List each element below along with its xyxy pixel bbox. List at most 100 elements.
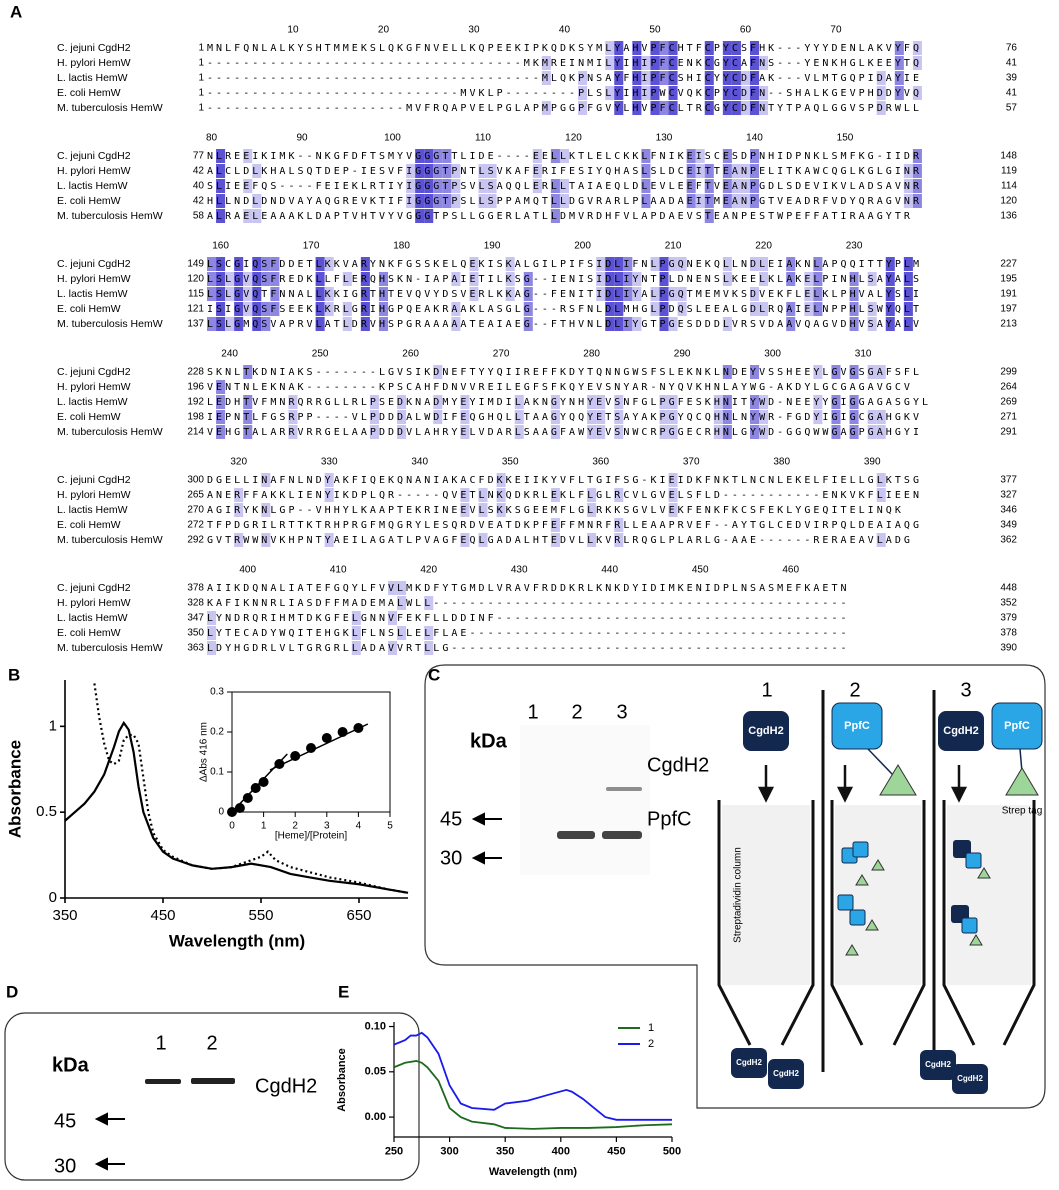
conservation-shade (786, 302, 796, 316)
x-axis-label: [Heme]/[Protein] (275, 831, 347, 842)
conservation-shade (424, 641, 434, 655)
protein-box (768, 1059, 804, 1089)
sequence-name: L. lactis HemW (57, 504, 128, 516)
conservation-shade (605, 302, 615, 316)
sequence: ----------------------------MVKLP-------… (207, 88, 922, 99)
conservation-shade (750, 395, 760, 409)
gel-band (602, 831, 642, 839)
conservation-shade (849, 425, 859, 439)
separators (821, 690, 936, 1072)
x-tick-label: 450 (150, 907, 175, 924)
conservation-shade (252, 164, 262, 178)
start-position: 120 (187, 274, 204, 285)
sequence: -------------------------------------MLQ… (207, 73, 922, 84)
conservation-shade (234, 317, 244, 331)
sequence: HLLNDLDNDVAYAQGREVKTIFIGGGTPSLLSPPAMQTLL… (207, 196, 922, 207)
conservation-shade (641, 56, 651, 70)
conservation-shade (849, 365, 859, 379)
conservation-shade (216, 272, 226, 286)
conservation-shade (740, 101, 750, 115)
x-tick-label: 350 (496, 1146, 514, 1158)
conservation-shade (704, 164, 714, 178)
lane-label: 2 (571, 701, 582, 723)
conservation-shade (885, 302, 895, 316)
conservation-shade (731, 41, 741, 55)
ruler-label: 50 (649, 25, 661, 36)
conservation-shade (596, 425, 606, 439)
conservation-shade (894, 86, 904, 100)
conservation-shade (261, 473, 271, 487)
conservation-shade (351, 626, 361, 640)
ruler-label: 90 (296, 133, 308, 144)
x-axis-label: Wavelength (nm) (169, 931, 305, 950)
conservation-shade (668, 503, 678, 517)
conservation-shade (641, 149, 651, 163)
conservation-shade (243, 410, 253, 424)
conservation-shade (243, 149, 253, 163)
x-tick-label: 0 (229, 821, 235, 832)
conservation-shade (207, 317, 217, 331)
conservation-shade (650, 86, 660, 100)
sequence-name: L. lactis HemW (57, 180, 128, 192)
conservation-shade (750, 410, 760, 424)
end-position: 119 (1001, 166, 1017, 177)
conservation-shade (650, 56, 660, 70)
conservation-shade (813, 410, 823, 424)
conservation-shade (451, 164, 461, 178)
conservation-shade (867, 272, 877, 286)
conservation-shade (324, 257, 334, 271)
conservation-shade (460, 503, 470, 517)
data-point (290, 751, 301, 761)
panel-label: D (6, 982, 18, 1001)
conservation-shade (614, 71, 624, 85)
sequence: SLIEEFQS----FEIEKLRTIYIGGGTPSVLSAQQLERLL… (207, 181, 922, 192)
conservation-shade (614, 533, 624, 547)
ruler-label: 320 (230, 457, 247, 468)
bound-complexes (951, 840, 991, 946)
conservation-shade (451, 317, 461, 331)
conservation-shade (596, 272, 606, 286)
conservation-shade (659, 395, 669, 409)
conservation-shade (605, 272, 615, 286)
conservation-shade (415, 194, 425, 208)
end-position: 291 (1000, 427, 1017, 438)
conservation-shade (415, 149, 425, 163)
ruler-label: 270 (493, 349, 510, 360)
ruler-label: 220 (755, 241, 772, 252)
conservation-shade (614, 86, 624, 100)
end-position: 390 (1000, 643, 1017, 654)
gel-band (557, 831, 595, 839)
conservation-shade (550, 395, 560, 409)
conservation-shade (831, 365, 841, 379)
panel-frame (4, 1012, 420, 1181)
conservation-shade (849, 287, 859, 301)
conservation-shade (750, 86, 760, 100)
legend-label: 2 (648, 1038, 654, 1050)
end-position: 269 (1000, 397, 1017, 408)
columns (717, 800, 1036, 1046)
conservation-shade (849, 272, 859, 286)
data-point (250, 783, 261, 793)
protein-label: CgdH2 (925, 1060, 951, 1069)
sequence-name: C. jejuni CgdH2 (57, 258, 131, 270)
ruler-label: 350 (502, 457, 519, 468)
protein-label: PpfC (844, 720, 870, 732)
protein-box (743, 711, 789, 751)
ruler-label: 400 (239, 565, 256, 576)
conservation-shade (243, 179, 253, 193)
ruler-label: 450 (692, 565, 709, 576)
conservation-shade (722, 395, 732, 409)
conservation-shade (731, 101, 741, 115)
conservation-shade (216, 179, 226, 193)
conservation-shade (722, 164, 732, 178)
conservation-shade (406, 164, 416, 178)
conservation-shade (541, 101, 551, 115)
conservation-shade (903, 287, 913, 301)
conservation-shade (668, 86, 678, 100)
conservation-shade (243, 395, 253, 409)
conservation-shade (514, 395, 524, 409)
conservation-shade (722, 71, 732, 85)
lane-label: 2 (206, 1032, 217, 1054)
ruler-label: 260 (402, 349, 419, 360)
conservation-shade (650, 41, 660, 55)
